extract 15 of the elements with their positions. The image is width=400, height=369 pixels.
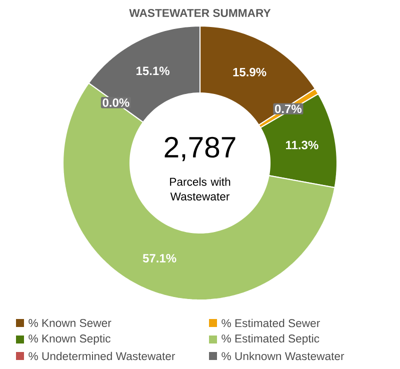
data-label: 57.1% [142,254,176,262]
chart-title: WASTEWATER SUMMARY [129,8,271,18]
text: Parcels with Wastewater [170,178,230,200]
legend-label: % Estimated Sewer [222,318,320,328]
data-label: 11.3% [286,140,318,150]
text: 0.0% [102,98,130,107]
data-label: 15.9% [233,68,266,76]
legend-label: % Known Septic [28,334,110,345]
text: 2,787 [164,136,236,162]
legend-label: % Undetermined Wastewater [28,352,176,360]
data-label: 0.7% [274,104,302,114]
legend-label: % Estimated Septic [222,334,320,345]
legend-label: % Known Sewer [28,319,112,328]
data-label: 15.1% [136,66,170,76]
legend-label: % Unknown Wastewater [222,352,344,360]
